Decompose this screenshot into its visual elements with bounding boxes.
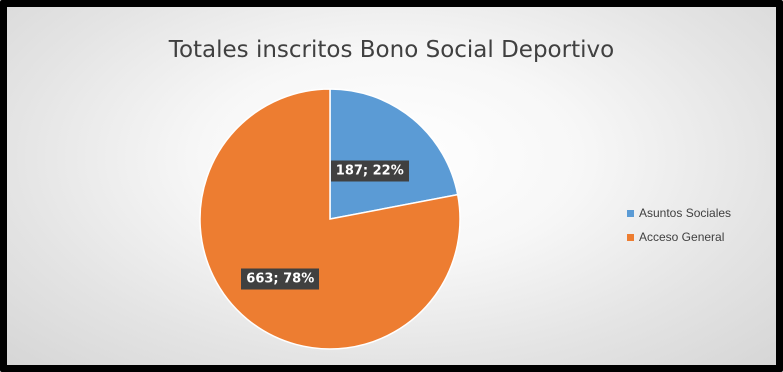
data-label-asuntos-sociales: 187; 22% xyxy=(330,160,409,182)
legend-item-acceso-general: Acceso General xyxy=(627,229,731,245)
legend-label-acceso-general: Acceso General xyxy=(639,230,725,244)
chart-title: Totales inscritos Bono Social Deportivo xyxy=(168,37,615,63)
legend-label-asuntos-sociales: Asuntos Sociales xyxy=(639,206,732,220)
legend: Asuntos Sociales Acceso General xyxy=(627,205,731,253)
pie-slice-asuntos-sociales xyxy=(329,88,459,220)
data-label-acceso-general: 663; 78% xyxy=(241,268,320,290)
legend-item-asuntos-sociales: Asuntos Sociales xyxy=(627,205,731,221)
pie-chart xyxy=(199,88,461,350)
legend-swatch-asuntos-sociales xyxy=(627,209,634,217)
legend-swatch-acceso-general xyxy=(627,233,634,241)
